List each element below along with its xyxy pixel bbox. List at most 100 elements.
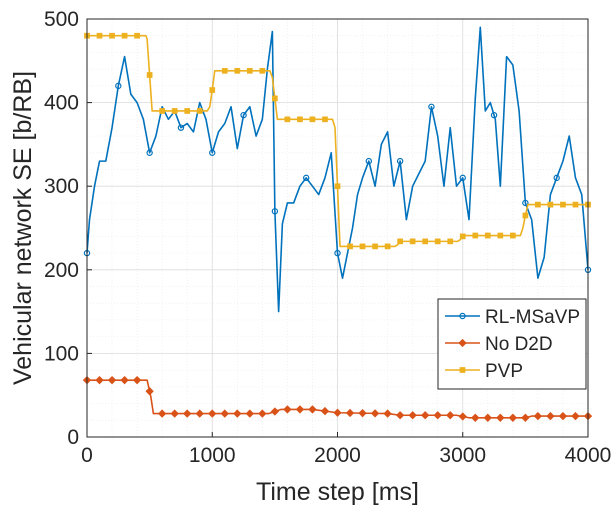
y-axis: 0 100 200 300 400 500 <box>44 8 92 449</box>
series-marker-no-d2d <box>345 408 355 418</box>
series-marker-no-d2d <box>421 411 430 420</box>
series-marker-pvp <box>246 67 253 74</box>
x-tick-label: 3000 <box>439 444 486 467</box>
series-marker-no-d2d <box>521 413 530 422</box>
series-marker-rl-msavp <box>240 111 247 119</box>
series-marker-pvp <box>535 201 541 208</box>
series-marker-no-d2d <box>483 413 492 422</box>
legend-label-pvp: PVP <box>485 361 523 382</box>
series-marker-pvp <box>109 32 115 39</box>
legend: RL-MSaVP No D2D PVP <box>437 298 587 390</box>
series-marker-pvp <box>184 108 191 114</box>
series-marker-no-d2d <box>220 409 229 418</box>
series-marker-pvp <box>547 201 554 208</box>
series-marker-pvp <box>96 32 103 39</box>
series-marker-pvp <box>322 116 328 123</box>
series-marker-pvp <box>372 243 378 250</box>
series-marker-no-d2d <box>496 413 505 422</box>
legend-marker-rl-msavp <box>459 312 466 320</box>
series-marker-pvp <box>409 238 416 245</box>
series-marker-no-d2d <box>145 387 154 396</box>
series-marker-no-d2d <box>183 409 192 418</box>
series-marker-pvp <box>196 108 203 114</box>
series-marker-pvp <box>347 243 353 250</box>
series-marker-no-d2d <box>245 409 254 418</box>
legend-label-rl-msavp: RL-MSaVP <box>485 307 580 328</box>
series-marker-pvp <box>484 232 491 239</box>
series-marker-no-d2d <box>508 413 518 422</box>
series-marker-no-d2d <box>383 409 392 418</box>
series-marker-pvp <box>434 238 441 245</box>
legend-label-no-d2d: No D2D <box>485 334 553 355</box>
series-marker-no-d2d <box>195 409 204 418</box>
series-marker-no-d2d <box>295 405 305 414</box>
series-marker-pvp <box>560 201 566 208</box>
series-marker-pvp <box>221 67 228 74</box>
series-marker-pvp <box>384 243 391 250</box>
series-marker-pvp <box>234 67 241 74</box>
x-axis-label: Time step [ms] <box>256 478 419 506</box>
series-marker-no-d2d <box>370 409 380 418</box>
series-marker-no-d2d <box>270 407 280 416</box>
y-tick-label: 400 <box>44 92 79 115</box>
series-marker-no-d2d <box>458 412 467 421</box>
series-marker-no-d2d <box>533 411 543 421</box>
series-marker-rl-msavp <box>522 199 529 207</box>
series-pvp <box>84 32 591 250</box>
series-marker-no-d2d <box>258 409 267 418</box>
series-marker-pvp <box>209 87 216 93</box>
series-marker-rl-msavp <box>490 111 498 119</box>
series-marker-rl-msavp <box>302 174 310 182</box>
series-marker-no-d2d <box>170 409 179 418</box>
series-marker-pvp <box>146 72 153 78</box>
series-marker-rl-msavp <box>428 103 435 110</box>
series-marker-no-d2d <box>95 375 104 385</box>
series-marker-rl-msavp <box>271 208 279 215</box>
x-tick-label: 2000 <box>314 444 361 467</box>
series-marker-no-d2d <box>546 411 555 421</box>
series-marker-pvp <box>259 67 266 74</box>
series-layer <box>82 26 593 422</box>
series-marker-no-d2d <box>157 409 167 418</box>
series-line-rl-msavp <box>86 26 589 313</box>
y-tick-label: 200 <box>44 259 79 282</box>
series-marker-no-d2d <box>433 411 442 420</box>
series-marker-pvp <box>497 232 504 239</box>
x-axis: 0 1000 2000 3000 4000 <box>81 432 611 467</box>
series-marker-rl-msavp <box>553 174 560 182</box>
series-marker-pvp <box>171 108 178 114</box>
series-marker-pvp <box>284 116 291 123</box>
series-marker-pvp <box>297 116 303 123</box>
series-marker-rl-msavp <box>177 124 185 131</box>
series-marker-pvp <box>359 243 366 250</box>
series-marker-pvp <box>510 232 516 239</box>
y-tick-label: 300 <box>44 175 79 198</box>
series-marker-no-d2d <box>446 411 455 420</box>
series-marker-pvp <box>459 233 466 240</box>
series-marker-no-d2d <box>132 375 142 385</box>
series-marker-rl-msavp <box>146 149 153 156</box>
y-axis-label: Vehicular network SE [b/RB] <box>9 71 37 385</box>
legend-marker-no-d2d <box>458 338 467 348</box>
series-marker-no-d2d <box>471 413 480 422</box>
x-tick-label: 1000 <box>189 444 236 467</box>
legend-marker-pvp <box>459 367 466 373</box>
series-marker-rl-msavp <box>334 249 341 257</box>
series-marker-pvp <box>134 32 140 39</box>
series-rl-msavp <box>83 26 592 313</box>
series-marker-pvp <box>121 32 128 39</box>
series-marker-pvp <box>522 212 529 219</box>
series-marker-no-d2d <box>308 405 317 414</box>
series-marker-rl-msavp <box>459 174 466 182</box>
series-marker-no-d2d <box>558 411 568 421</box>
y-tick-label: 100 <box>44 342 79 365</box>
series-marker-rl-msavp <box>365 157 373 165</box>
series-marker-pvp <box>572 201 579 208</box>
x-tick-label: 0 <box>81 444 93 467</box>
series-marker-pvp <box>334 183 341 190</box>
series-marker-no-d2d <box>408 411 417 420</box>
series-marker-rl-msavp <box>396 157 404 165</box>
y-tick-label: 500 <box>44 8 79 31</box>
series-marker-rl-msavp <box>115 82 122 90</box>
